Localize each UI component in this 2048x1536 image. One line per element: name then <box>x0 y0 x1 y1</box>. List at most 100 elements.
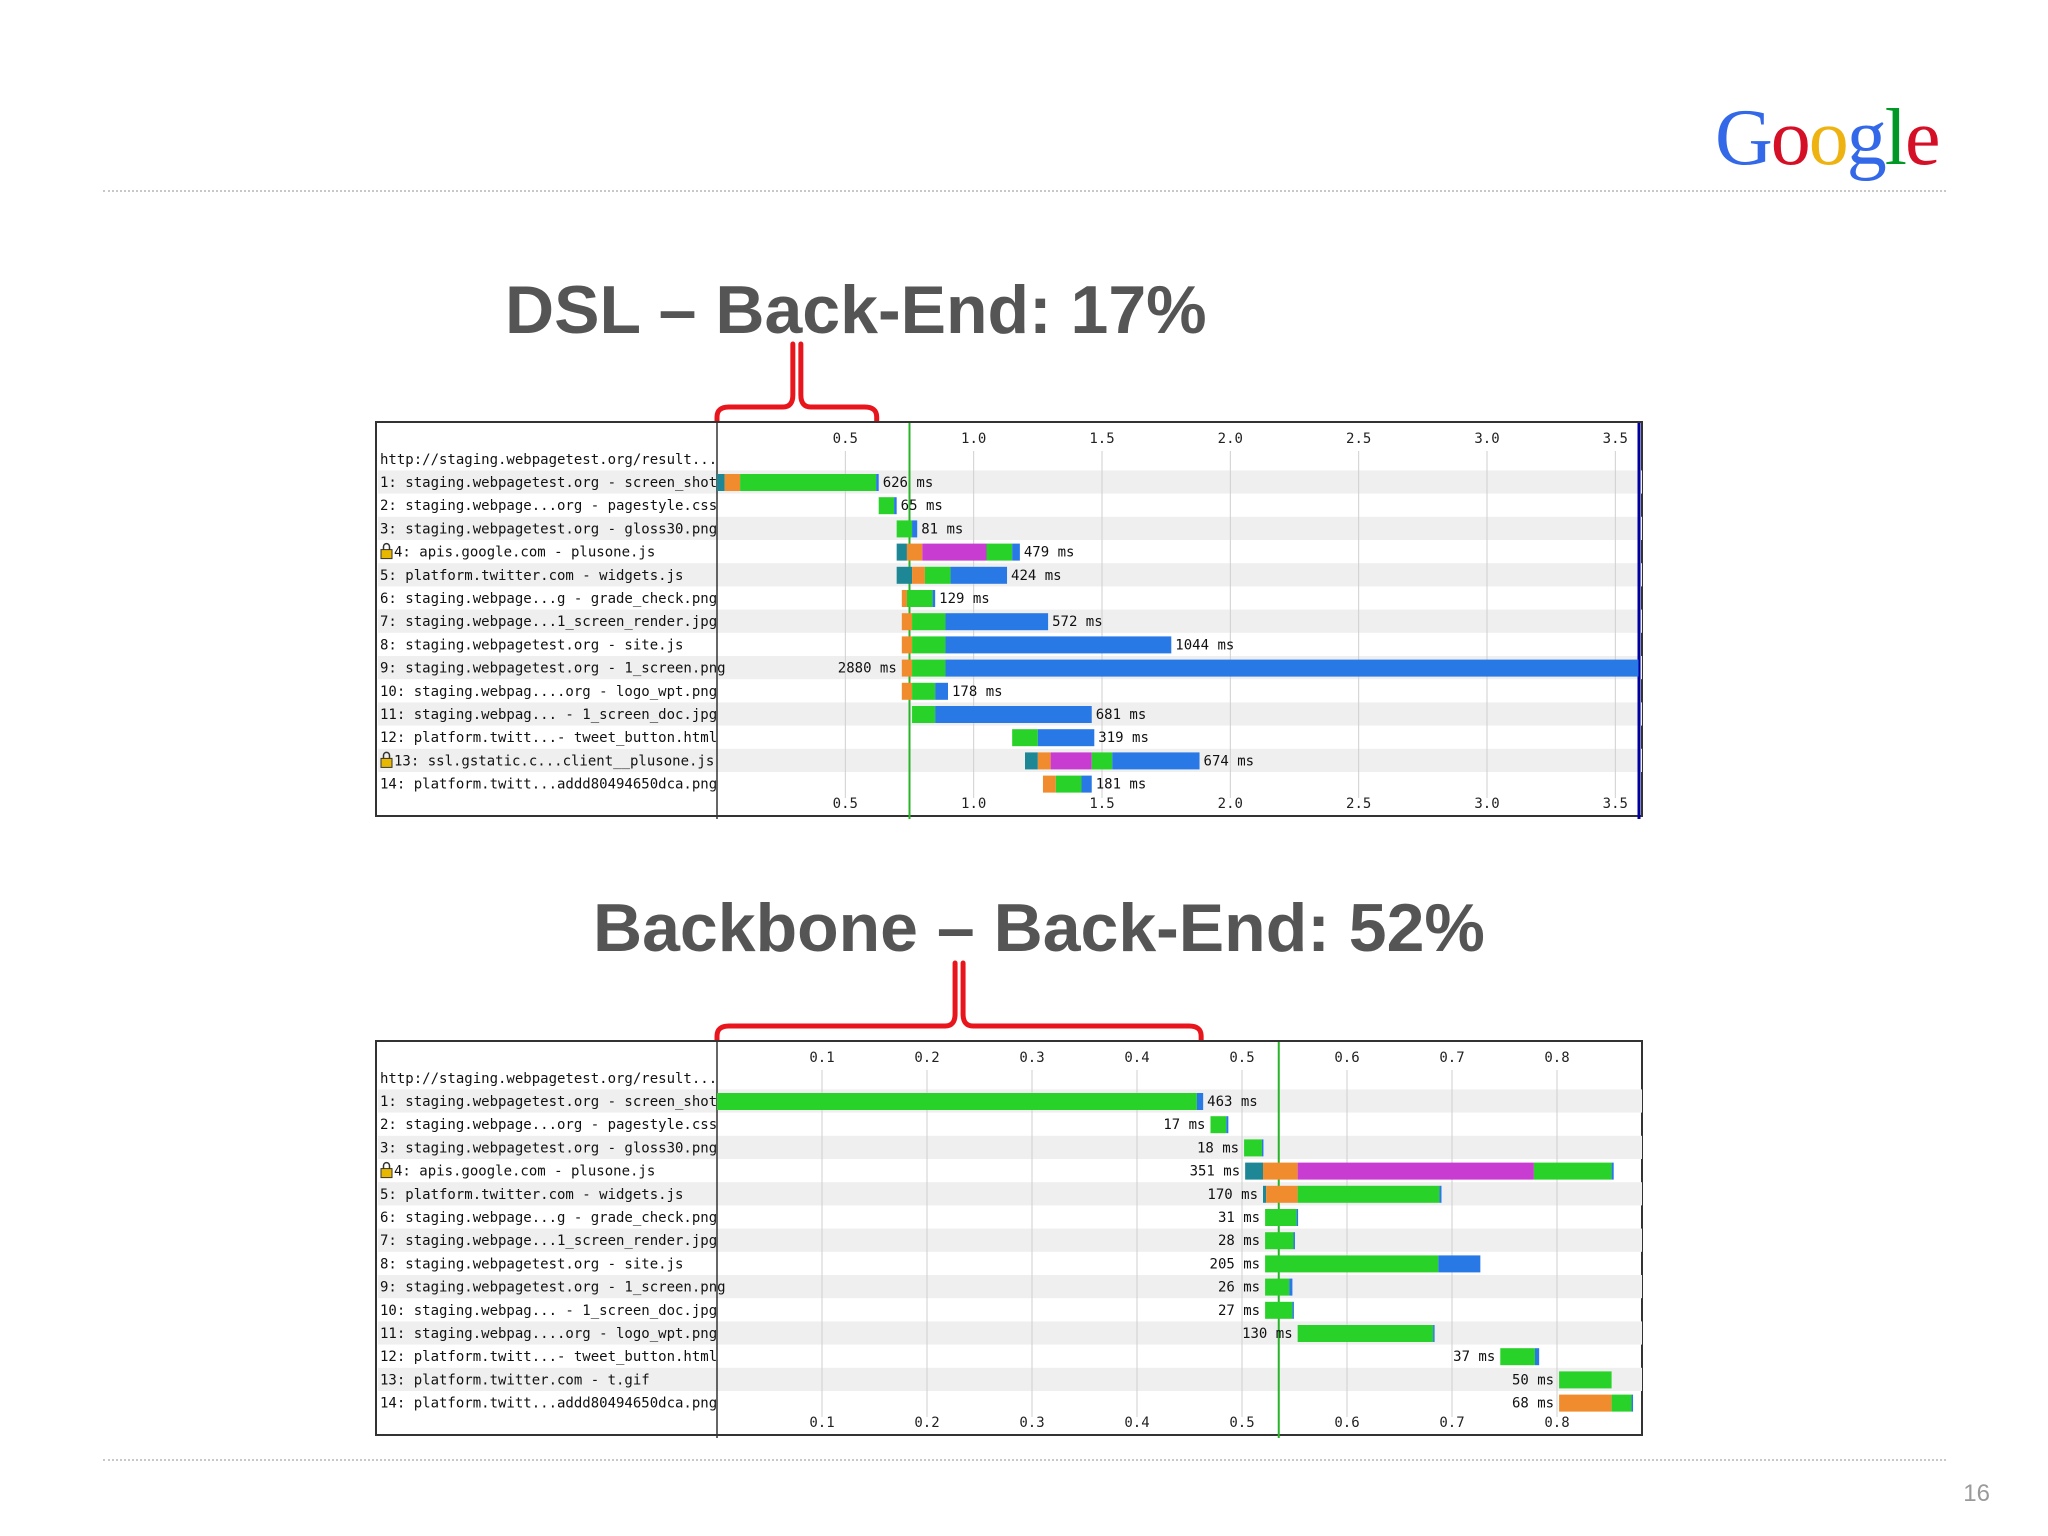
bar-segment-download <box>1112 752 1200 770</box>
bar-segment-dns <box>717 474 725 491</box>
duration-label: 26 ms <box>1218 1280 1260 1296</box>
bar-segment-ttfb <box>912 613 946 631</box>
bar-segment-ssl <box>1050 752 1092 770</box>
tick-label: 0.1 <box>809 1050 834 1066</box>
duration-label: 626 ms <box>883 475 934 491</box>
duration-label: 81 ms <box>921 521 963 537</box>
logo-letter: G <box>1715 94 1773 182</box>
duration-label: 674 ms <box>1204 753 1255 769</box>
row-background <box>378 748 1642 772</box>
bar-segment-download <box>1261 1139 1264 1157</box>
tick-label: 0.5 <box>833 431 858 447</box>
duration-label: 130 ms <box>1242 1326 1293 1342</box>
bar-segment-ssl <box>1297 1162 1534 1180</box>
duration-label: 17 ms <box>1163 1117 1205 1133</box>
duration-label: 424 ms <box>1011 568 1062 584</box>
request-label: 14: platform.twitt...addd80494650dca.png <box>380 1396 717 1412</box>
bar-segment-download <box>950 566 1008 584</box>
bar-segment-download <box>1534 1348 1540 1366</box>
row-background <box>378 563 1642 587</box>
waterfall-header-row: http://staging.webpagetest.org/result... <box>380 1071 717 1087</box>
bar-segment-ttfb <box>1500 1348 1535 1366</box>
bar-segment-dns <box>896 543 907 561</box>
bar-segment-download <box>932 590 936 607</box>
bar-segment-ttfb <box>1297 1325 1434 1342</box>
request-label: 11: staging.webpag... - 1_screen_doc.jpg <box>380 707 717 723</box>
bar-segment-download <box>1293 1232 1295 1250</box>
tick-label: 2.0 <box>1218 431 1243 447</box>
bar-segment-ttfb <box>1559 1371 1612 1389</box>
tick-label: 0.5 <box>1229 1415 1254 1431</box>
bar-segment-download <box>1433 1325 1435 1342</box>
bar-segment-download <box>1196 1093 1204 1110</box>
bar-segment-dns <box>1245 1162 1263 1180</box>
bar-segment-download <box>945 659 1639 677</box>
tick-label: 3.0 <box>1474 796 1499 812</box>
tick-label: 0.1 <box>809 1415 834 1431</box>
row-background <box>378 1135 1642 1159</box>
bar-segment-ttfb <box>1244 1139 1262 1157</box>
bar-segment-ttfb <box>1265 1209 1297 1226</box>
bar-segment-download <box>1081 775 1092 793</box>
request-label: 12: platform.twitt...- tweet_button.html <box>380 1349 717 1365</box>
google-logo: Google <box>1715 88 1941 188</box>
tick-label: 0.5 <box>1229 1050 1254 1066</box>
bar-segment-ttfb <box>717 1093 1197 1110</box>
bar-segment-connect <box>901 590 907 607</box>
bar-segment-download <box>945 613 1049 631</box>
request-label: 14: platform.twitt...addd80494650dca.png <box>380 777 717 793</box>
bar-segment-ttfb <box>912 659 946 677</box>
logo-letter: e <box>1905 94 1940 182</box>
header-divider <box>103 190 1946 192</box>
request-label: 2: staging.webpage...org - pagestyle.css <box>380 1117 717 1133</box>
tick-label: 3.5 <box>1603 796 1628 812</box>
duration-label: 572 ms <box>1052 614 1103 630</box>
bar-segment-dns <box>1263 1185 1267 1203</box>
backbone-heading: Backbone – Back-End: 52% <box>593 890 1485 966</box>
request-label: 6: staging.webpage...g - grade_check.png <box>380 591 717 607</box>
request-label: 3: staging.webpagetest.org - gloss30.png <box>380 521 717 537</box>
footer-divider <box>103 1459 1946 1461</box>
waterfall-svg: 0.1 0.1 0.2 0.2 0.3 0.3 0.4 0.4 0.5 0.5 0.6 0.6 0.7 0… <box>378 1042 1642 1438</box>
duration-label: 319 ms <box>1098 730 1149 746</box>
bar-segment-download <box>945 636 1172 654</box>
bar-segment-ttfb <box>986 543 1013 561</box>
bar-segment-ttfb <box>896 520 913 538</box>
row-background <box>378 1275 1642 1299</box>
bar-segment-connect <box>1037 752 1051 770</box>
bar-segment-download <box>1438 1255 1481 1273</box>
bar-segment-ttfb <box>1012 729 1038 747</box>
row-background <box>378 1228 1642 1252</box>
request-label: 1: staging.webpagetest.org - screen_shot… <box>380 475 726 491</box>
logo-letter: o <box>1808 94 1849 182</box>
duration-label: 28 ms <box>1218 1233 1260 1249</box>
bar-segment-ttfb <box>740 474 877 491</box>
bar-segment-ttfb <box>1297 1185 1440 1203</box>
duration-label: 27 ms <box>1218 1303 1260 1319</box>
bar-segment-ttfb <box>1533 1162 1612 1180</box>
bar-segment-ttfb <box>912 636 946 654</box>
bar-segment-ttfb <box>912 706 936 723</box>
duration-label: 31 ms <box>1218 1210 1260 1226</box>
request-label: 4: apis.google.com - plusone.js <box>394 1164 655 1180</box>
bar-segment-ttfb <box>912 682 936 700</box>
bar-segment-connect <box>1263 1162 1298 1180</box>
duration-label: 65 ms <box>901 498 943 514</box>
lock-icon <box>380 542 393 560</box>
bar-segment-download <box>935 682 948 700</box>
bar-segment-ttfb <box>1055 775 1082 793</box>
tick-label: 0.2 <box>914 1415 939 1431</box>
row-background <box>378 1367 1642 1391</box>
bar-segment-download <box>1292 1301 1294 1319</box>
duration-label: 479 ms <box>1024 545 1075 561</box>
duration-label: 50 ms <box>1512 1372 1554 1388</box>
bar-segment-connect <box>901 682 913 700</box>
duration-label: 205 ms <box>1210 1256 1261 1272</box>
request-label: 10: staging.webpag... - 1_screen_doc.jpg <box>380 1303 717 1319</box>
row-background <box>378 470 1642 494</box>
bar-segment-ttfb <box>1210 1116 1227 1134</box>
tick-label: 1.0 <box>961 796 986 812</box>
bar-segment-ttfb <box>1265 1232 1294 1250</box>
bar-segment-connect <box>1266 1185 1298 1203</box>
request-label: 1: staging.webpagetest.org - screen_shot… <box>380 1094 726 1110</box>
